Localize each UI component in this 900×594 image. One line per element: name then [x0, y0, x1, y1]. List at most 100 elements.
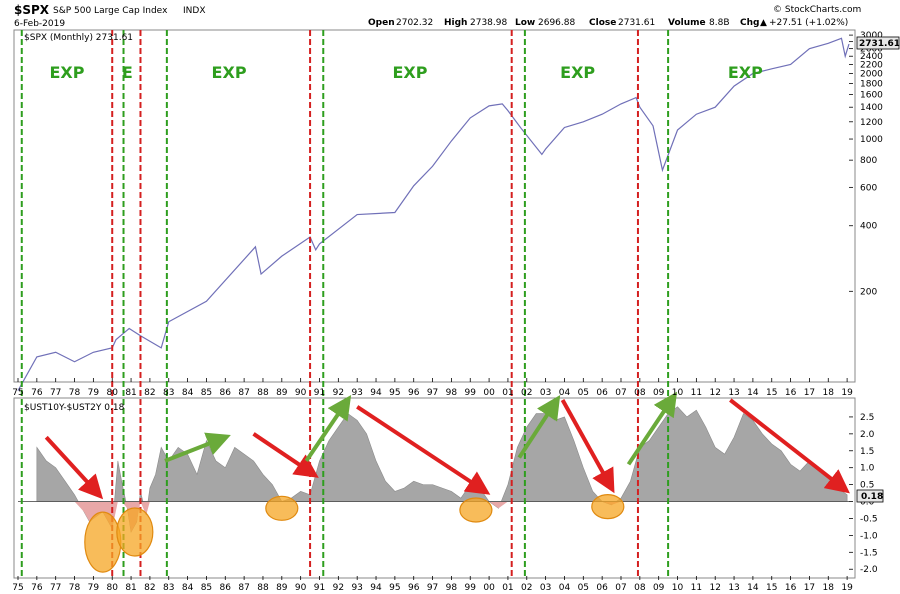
x-tick-label-top: 93 — [351, 388, 362, 398]
x-tick-label-top: 04 — [559, 388, 571, 398]
open-value: 2702.32 — [396, 18, 433, 28]
inversion-circle — [459, 497, 493, 523]
x-tick-label-bottom: 89 — [276, 583, 288, 593]
red-trend-arrow — [729, 398, 850, 494]
x-tick-label-bottom: 14 — [747, 583, 759, 593]
spread-panel-frame — [13, 397, 856, 579]
x-tick-label-bottom: 92 — [333, 583, 344, 593]
x-tick-label-top: 11 — [691, 388, 702, 398]
x-tick-label-bottom: 13 — [728, 583, 739, 593]
red-trend-arrow — [252, 432, 319, 478]
x-tick-label-bottom: 96 — [408, 583, 420, 593]
x-tick-label-top: 06 — [596, 388, 608, 398]
x-tick-label-bottom: 78 — [69, 583, 81, 593]
price-panel-frame — [13, 29, 856, 383]
security-name: S&P 500 Large Cap Index — [53, 6, 168, 16]
x-tick-label-bottom: 02 — [521, 583, 532, 593]
x-tick-label-bottom: 04 — [559, 583, 571, 593]
phase-label: EXP — [560, 63, 595, 82]
x-tick-label-bottom: 18 — [823, 583, 835, 593]
x-tick-label-top: 19 — [841, 388, 853, 398]
x-tick-label-top: 92 — [333, 388, 344, 398]
x-tick-label-top: 00 — [483, 388, 495, 398]
x-tick-label-top: 85 — [201, 388, 212, 398]
x-tick-label-top: 97 — [427, 388, 438, 398]
x-tick-label-top: 10 — [672, 388, 684, 398]
x-tick-label-bottom: 99 — [465, 583, 477, 593]
spread-y-tick-label: -0.5 — [860, 514, 878, 524]
volume-label: Volume — [668, 18, 706, 28]
chg-value: +27.51 (+1.02%) — [769, 18, 848, 28]
spx-y-tick-label: 1200 — [860, 118, 883, 128]
x-axis-ticks: 75 75 76 76 77 77 78 78 79 79 80 80 81 81 82 82 83 83 84 84… — [12, 378, 853, 593]
low-value: 2696.88 — [538, 18, 575, 28]
x-tick-label-bottom: 08 — [634, 583, 646, 593]
chg-label: Chg — [740, 18, 759, 28]
green-trend-arrow — [304, 395, 352, 463]
spx-y-tick-label: 2000 — [860, 69, 883, 79]
green-trend-arrow — [626, 391, 678, 466]
x-tick-label-bottom: 11 — [691, 583, 702, 593]
x-tick-label-top: 09 — [653, 388, 665, 398]
x-tick-label-bottom: 19 — [841, 583, 853, 593]
x-tick-label-bottom: 93 — [351, 583, 362, 593]
trend-arrows — [44, 391, 850, 500]
x-tick-label-top: 88 — [257, 388, 269, 398]
exchange-label: INDX — [183, 6, 205, 16]
x-tick-label-bottom: 87 — [238, 583, 249, 593]
spx-y-tick-label: 600 — [860, 183, 877, 193]
spread-y-tick-label: 2.5 — [860, 413, 874, 423]
x-tick-label-top: 99 — [465, 388, 477, 398]
phase-labels: EXP E EXP EXP EXP EXP — [49, 63, 763, 82]
inversion-circle — [265, 495, 299, 521]
x-tick-label-bottom: 15 — [766, 583, 777, 593]
x-tick-label-bottom: 83 — [163, 583, 174, 593]
spx-last-value: 2731.61 — [859, 39, 900, 49]
x-tick-label-bottom: 95 — [389, 583, 400, 593]
spx-legend: $SPX (Monthly) 2731.61 — [24, 33, 133, 43]
x-tick-label-top: 79 — [88, 388, 100, 398]
x-tick-label-top: 77 — [50, 388, 61, 398]
spx-y-tick-label: 200 — [860, 287, 877, 297]
red-trend-arrow — [44, 435, 104, 500]
x-tick-label-bottom: 79 — [88, 583, 100, 593]
x-tick-label-bottom: 81 — [125, 583, 136, 593]
x-tick-label-bottom: 03 — [540, 583, 551, 593]
phase-label: EXP — [728, 63, 763, 82]
spx-last-value-box — [856, 36, 900, 50]
spread-y-tick-label: -2.0 — [860, 565, 878, 575]
high-value: 2738.98 — [470, 18, 507, 28]
phase-label: EXP — [392, 63, 427, 82]
close-label: Close — [589, 18, 616, 28]
x-tick-label-top: 87 — [238, 388, 249, 398]
spread-legend: $UST10Y-$UST2Y 0.18 — [24, 403, 125, 413]
x-tick-label-bottom: 12 — [709, 583, 720, 593]
inversion-circle — [591, 494, 625, 520]
x-tick-label-top: 14 — [747, 388, 759, 398]
x-tick-label-top: 81 — [125, 388, 136, 398]
x-tick-label-bottom: 85 — [201, 583, 212, 593]
x-tick-label-bottom: 76 — [31, 583, 43, 593]
brand-watermark: © StockCharts.com — [773, 5, 861, 15]
spx-y-tick-label: 1000 — [860, 135, 883, 145]
x-tick-label-top: 91 — [314, 388, 325, 398]
spx-y-tick-label: 3000 — [860, 31, 883, 41]
x-tick-label-bottom: 82 — [144, 583, 155, 593]
x-tick-label-bottom: 17 — [804, 583, 815, 593]
spread-y-tick-label: 2.0 — [860, 430, 875, 440]
x-tick-label-top: 78 — [69, 388, 81, 398]
spread-y-tick-label: -1.0 — [860, 531, 878, 541]
spx-y-tick-label: 2600 — [860, 45, 883, 55]
x-tick-label-top: 89 — [276, 388, 288, 398]
red-trend-arrow — [356, 405, 491, 495]
spread-y-tick-label: 1.5 — [860, 447, 874, 457]
x-tick-label-bottom: 86 — [220, 583, 232, 593]
x-tick-label-top: 07 — [615, 388, 626, 398]
spread-y-tick-label: 0.5 — [860, 481, 874, 491]
x-tick-label-top: 76 — [31, 388, 43, 398]
x-tick-label-top: 86 — [220, 388, 232, 398]
phase-label: EXP — [212, 63, 247, 82]
x-tick-label-top: 15 — [766, 388, 777, 398]
